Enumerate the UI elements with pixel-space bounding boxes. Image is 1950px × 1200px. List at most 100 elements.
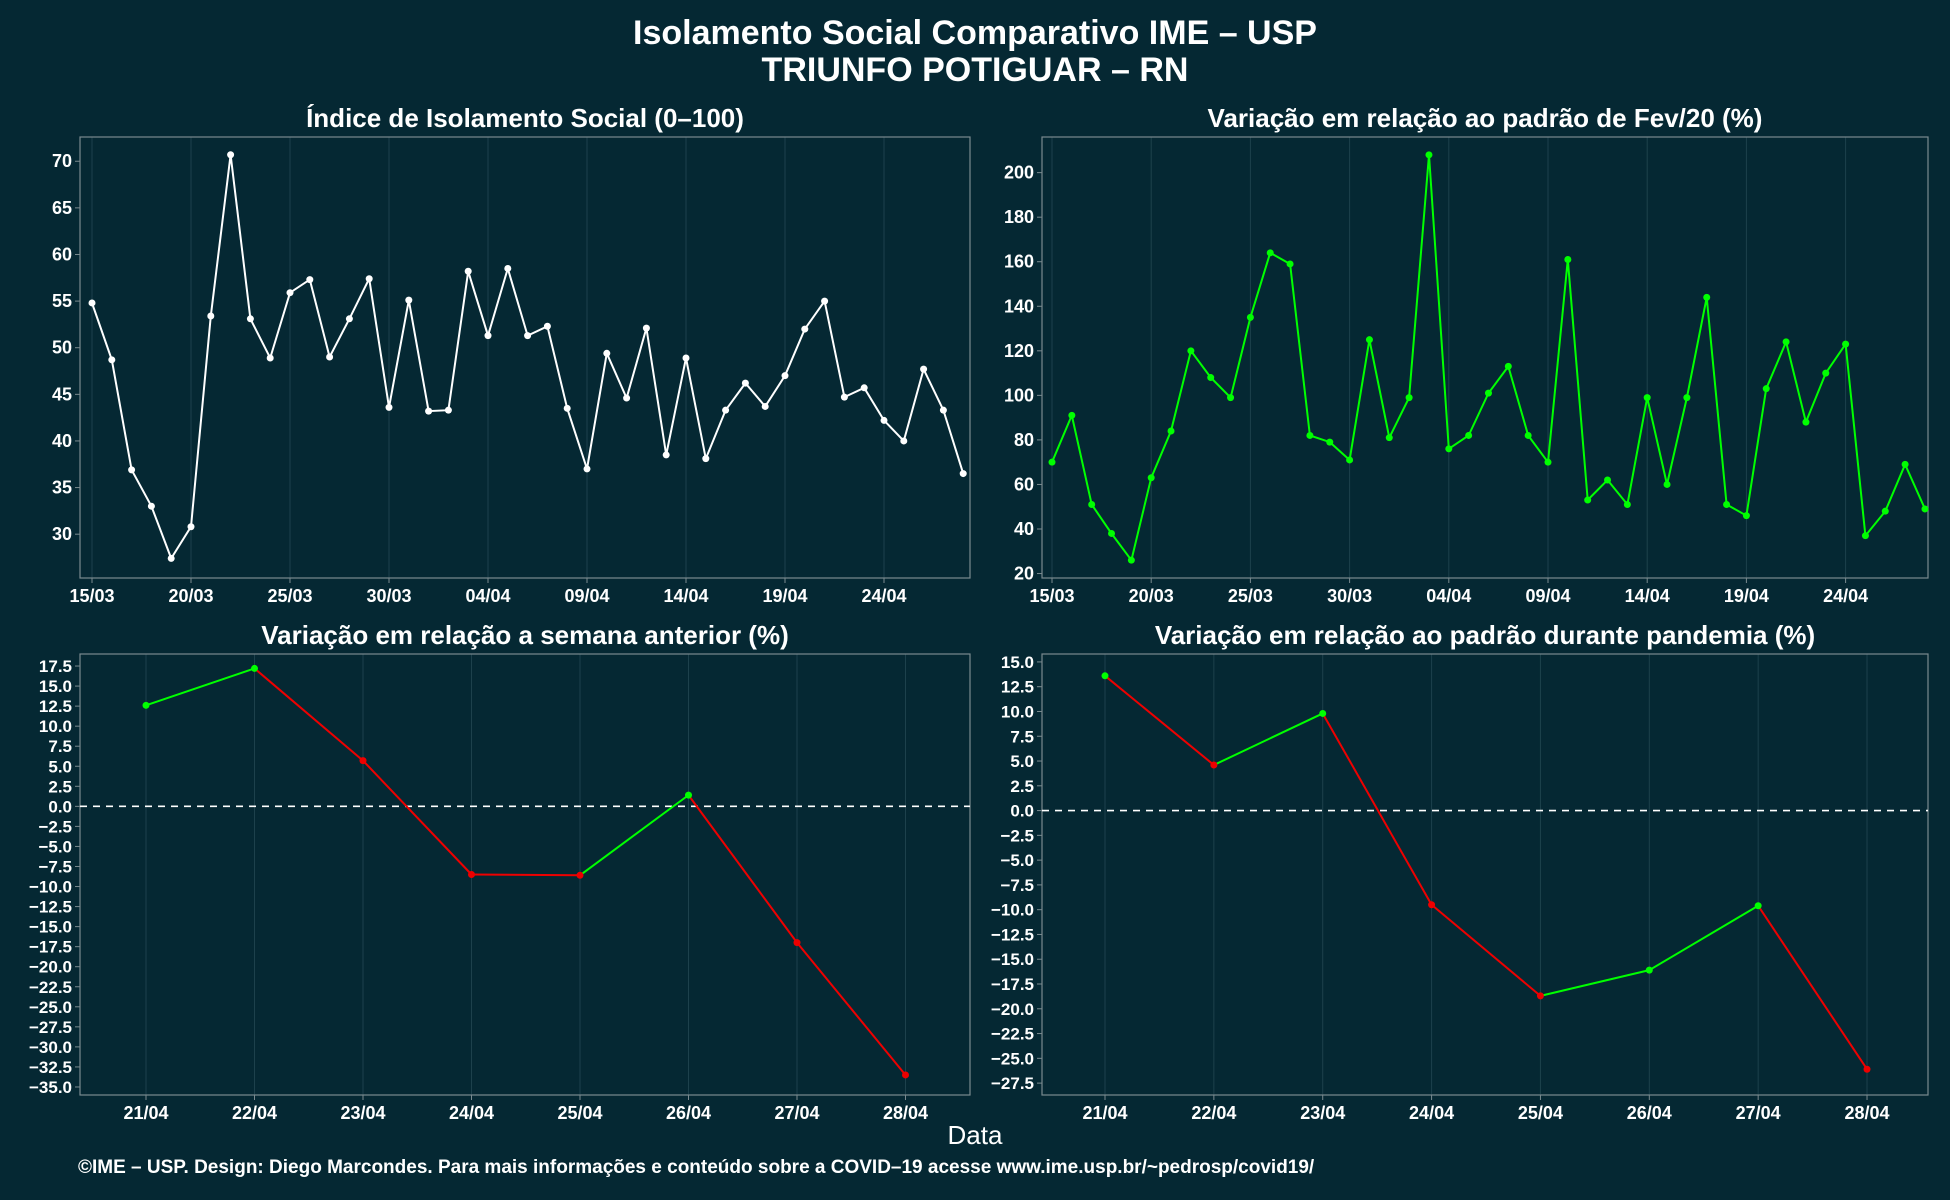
panel1-data-point [642,324,650,332]
panel1-data-point [385,403,393,411]
panel1-data-point [167,554,175,562]
panel2-x-tick-label: 20/03 [1129,586,1174,606]
panel3-x-tick-label: 21/04 [123,1103,168,1123]
panel3-series-segment [687,794,798,944]
panel1-x-tick-label: 04/04 [465,586,510,606]
panel1-data-point [682,354,690,362]
panel1-data-point [464,267,472,275]
panel3-y-tick-label: 12.5 [39,697,72,716]
panel1-data-point [920,365,928,373]
panel2-data-point [1742,512,1750,520]
panel2-data-point [1306,431,1314,439]
panel2-data-point [1524,431,1532,439]
panel4-data-point [1101,672,1109,680]
panel1-y-tick-label: 55 [52,291,72,311]
panel4-data-point [1319,709,1327,717]
panel4-data-point [1210,761,1218,769]
panel2-y-tick-label: 40 [1014,519,1034,539]
panel2-data-point [1762,385,1770,393]
panel3-y-tick-label: 10.0 [39,717,72,736]
panel2-data-point [1584,496,1592,504]
panel3-x-tick-label: 27/04 [774,1103,819,1123]
panel3-y-tick-label: −22.5 [29,978,72,997]
panel1-y-tick-label: 45 [52,384,72,404]
panel3-data-point [793,939,801,947]
panel1-data-point [741,379,749,387]
panel4-x-tick-label: 27/04 [1736,1103,1781,1123]
panel3-y-tick-label: −12.5 [29,898,72,917]
panel4-y-tick-label: 0.0 [1010,802,1034,821]
panel1-data-point [623,394,631,402]
panel3-data-point [251,664,258,672]
panel1-data-point [563,404,571,412]
panel1-data-point [840,393,848,401]
panel-title-variation-previous-week: Variação em relação a semana anterior (%… [261,620,789,650]
panel4-y-tick-label: 7.5 [1010,727,1034,746]
panel3-data-point [685,791,692,799]
panel2-data-point [1703,293,1711,301]
panel3-y-tick-label: 2.5 [48,777,72,796]
panel3-x-tick-label: 25/04 [557,1103,602,1123]
panel2-y-tick-label: 200 [1004,163,1034,183]
panel4-data-point [1536,992,1544,1000]
panel1-data-point [345,315,353,323]
panel1-data-point [860,384,868,392]
panel3-series-segment [362,759,473,876]
panel4-x-tick-label: 23/04 [1300,1103,1345,1123]
panel-title-isolation-index: Índice de Isolamento Social (0–100) [306,103,744,133]
panel3-x-tick-label: 24/04 [449,1103,494,1123]
panel3-y-tick-label: 7.5 [48,737,72,756]
panel2-data-point [1088,501,1096,508]
panel1-data-point [266,354,274,362]
panel2-data-point [1544,458,1552,466]
panel4-y-tick-label: −22.5 [991,1025,1034,1044]
panel2-data-point [1385,434,1393,442]
panel3-y-tick-label: −17.5 [29,938,72,957]
panel1-data-point [781,372,789,380]
panel2-data-point [1405,394,1413,402]
panel1-data-point [603,349,611,357]
panel2-data-point [1246,313,1254,321]
panel1-x-tick-label: 09/04 [564,586,609,606]
panel1-frame [79,136,971,579]
panel1-x-tick-label: 30/03 [366,586,411,606]
panel2-data-point [1286,260,1294,268]
panel1-data-point [405,296,413,304]
panel1-x-tick-label: 25/03 [267,586,312,606]
panel1-data-point [108,356,116,364]
panel2-data-point [1326,438,1334,446]
panel4-series-segment [1430,903,1542,997]
panel4-series-segment [1321,712,1433,906]
panel3-y-tick-label: 17.5 [39,657,72,676]
panel2-y-tick-label: 20 [1014,564,1034,584]
panel3-data-point [142,701,150,709]
panel2-data-point [1266,249,1274,257]
panel4-data-point [1754,902,1762,910]
panel1-data-point [425,407,433,415]
panel3-y-tick-label: 5.0 [48,757,72,776]
panel4-y-tick-label: 2.5 [1010,777,1034,796]
panel1-x-tick-label: 15/03 [69,586,114,606]
panel2-x-tick-label: 14/04 [1625,586,1670,606]
panel4-series-segment [1540,969,1650,997]
panel3-data-point [576,871,584,879]
panel3-x-tick-label: 22/04 [232,1103,277,1123]
panel3-data-point [359,757,367,765]
panel2-frame [1041,136,1929,579]
panel1-data-point [801,325,809,333]
panel1-data-point [662,451,670,459]
panel3-y-tick-label: −15.0 [29,918,72,937]
panel3-y-tick-label: −5.0 [38,837,72,856]
panel3-y-tick-label: −35.0 [29,1078,72,1097]
panel4-series-segment [1757,905,1868,1070]
panel1-data-point [88,299,96,307]
panel1-data-point [939,406,947,414]
panel3-y-tick-label: −30.0 [29,1038,72,1057]
panel1-data-point [227,151,235,159]
panel1-data-point [246,315,254,323]
footer-credits: ©IME – USP. Design: Diego Marcondes. Par… [78,1157,1315,1178]
panel1-data-point [286,289,294,297]
panel2-y-tick-label: 140 [1004,296,1034,316]
panel4-y-tick-label: −20.0 [991,1000,1034,1019]
